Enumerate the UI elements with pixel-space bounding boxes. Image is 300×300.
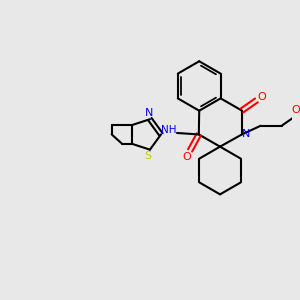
Text: NH: NH — [161, 125, 177, 135]
Text: N: N — [242, 129, 250, 140]
Text: N: N — [145, 108, 154, 118]
Text: S: S — [144, 151, 151, 161]
Text: O: O — [257, 92, 266, 103]
Text: O: O — [183, 152, 191, 162]
Text: O: O — [291, 105, 300, 115]
